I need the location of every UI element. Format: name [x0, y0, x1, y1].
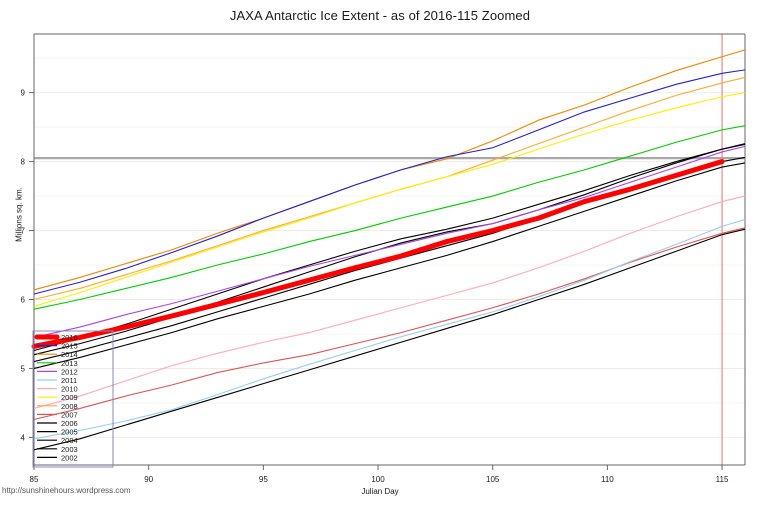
series-line-2006: [33, 162, 746, 369]
legend-label-2007[interactable]: 2007: [61, 410, 78, 419]
legend-label-2002[interactable]: 2002: [61, 453, 78, 462]
chart-legend[interactable]: 2016201520142013201220112010200920082007…: [32, 330, 114, 468]
legend-label-2006[interactable]: 2006: [61, 419, 78, 428]
series-line-2007: [33, 227, 746, 421]
legend-label-2016[interactable]: 2016: [61, 333, 78, 342]
source-url: http://sunshinehours.wordpress.com: [2, 486, 131, 495]
svg-text:105: 105: [486, 475, 500, 484]
series-line-2011: [33, 218, 746, 440]
legend-label-2005[interactable]: 2005: [61, 428, 78, 437]
legend-label-2010[interactable]: 2010: [61, 385, 78, 394]
svg-text:115: 115: [716, 475, 729, 484]
data-series-lines: [31, 49, 746, 451]
series-line-2014: [33, 49, 746, 291]
legend-label-2014[interactable]: 2014: [61, 350, 78, 359]
svg-text:6: 6: [21, 295, 26, 304]
series-line-2012: [33, 145, 746, 338]
svg-text:95: 95: [259, 475, 268, 484]
svg-text:9: 9: [21, 89, 26, 98]
svg-text:85: 85: [30, 475, 39, 484]
svg-text:8: 8: [21, 158, 26, 167]
series-line-2013: [33, 125, 746, 310]
series-line-2003: [33, 228, 746, 451]
x-axis-ticks: 85 90 95 100 105 110 115: [30, 465, 729, 484]
series-line-2004: [33, 143, 746, 352]
legend-label-2011[interactable]: 2011: [61, 376, 77, 385]
svg-text:5: 5: [21, 364, 26, 373]
gridlines: [34, 57, 745, 438]
svg-text:7: 7: [21, 227, 26, 236]
legend-label-2015[interactable]: 2015: [61, 342, 78, 351]
series-line-2016: [31, 159, 725, 349]
y-axis-ticks: 4 5 6 7 8 9: [21, 89, 34, 442]
legend-label-2013[interactable]: 2013: [61, 359, 78, 368]
svg-text:100: 100: [371, 475, 385, 484]
axes: [33, 33, 746, 466]
reference-lines: [34, 34, 745, 465]
legend-label-2004[interactable]: 2004: [61, 436, 78, 445]
legend-label-2009[interactable]: 2009: [61, 393, 78, 402]
series-line-2015: [33, 69, 746, 295]
svg-text:110: 110: [601, 475, 614, 484]
series-line-2009: [33, 92, 746, 307]
legend-label-2008[interactable]: 2008: [61, 402, 78, 411]
legend-label-2003[interactable]: 2003: [61, 445, 78, 454]
svg-text:90: 90: [144, 475, 153, 484]
svg-text:4: 4: [21, 433, 26, 442]
series-line-2010: [33, 195, 746, 409]
chart-title: JAXA Antarctic Ice Extent - as of 2016-1…: [229, 8, 531, 23]
x-axis-label: Julian Day: [361, 487, 399, 496]
legend-label-2012[interactable]: 2012: [61, 367, 78, 376]
